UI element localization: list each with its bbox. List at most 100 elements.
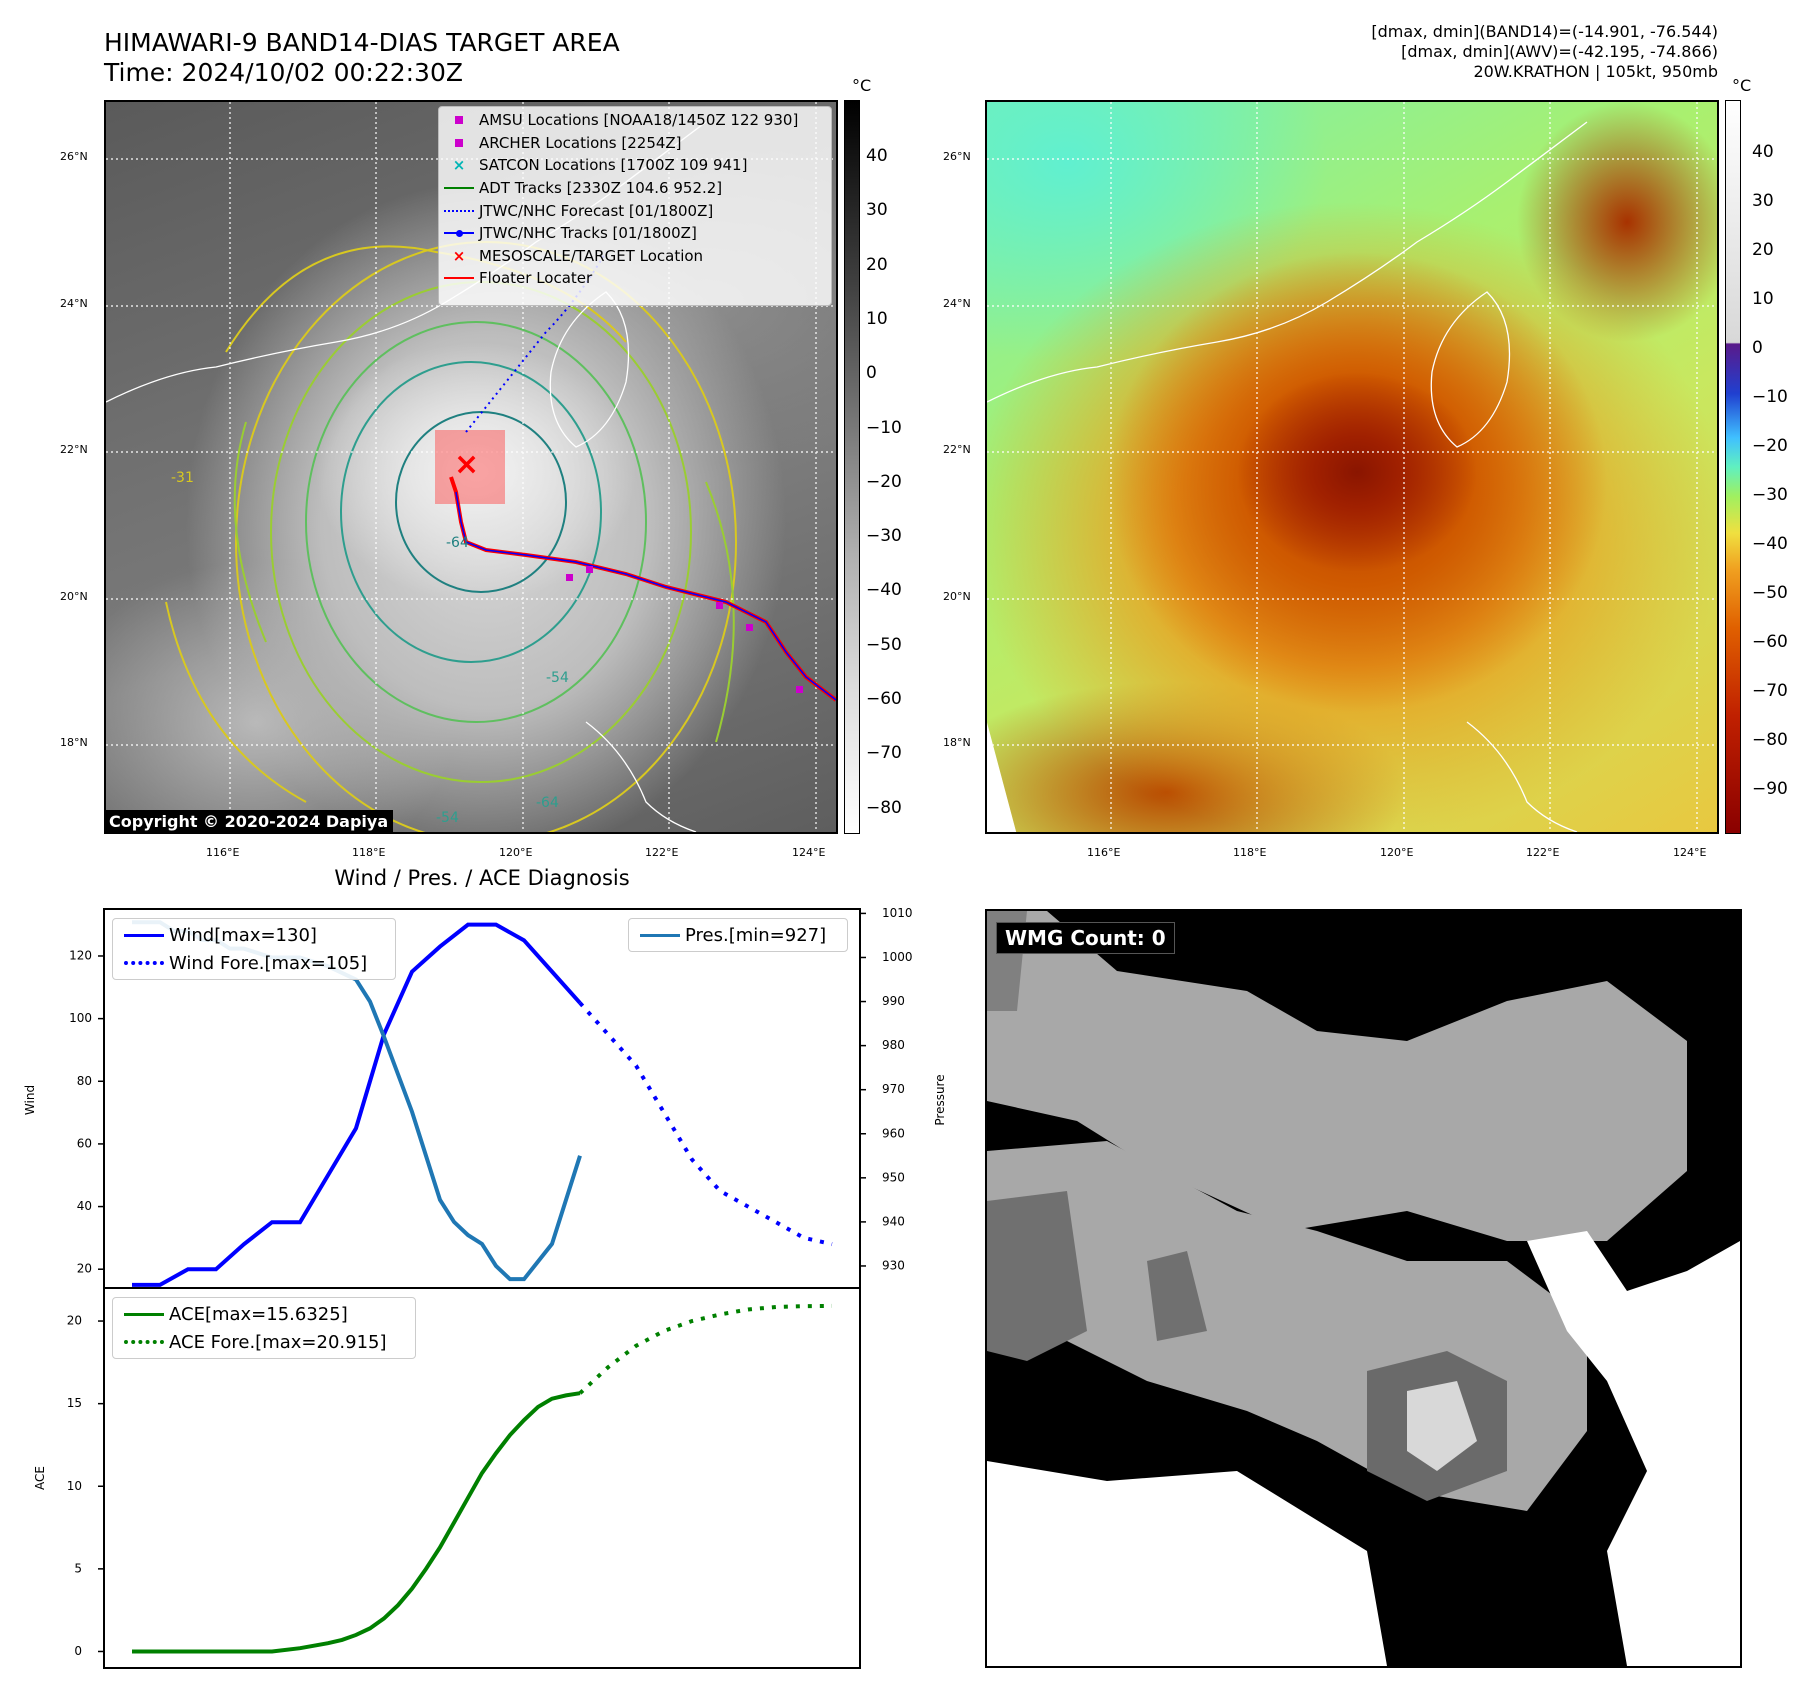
wind-tick-label: 120 xyxy=(69,948,92,962)
awv-colorbar-tick: −80 xyxy=(1752,730,1788,750)
ir-colorbar-tick: 30 xyxy=(866,200,888,221)
lon-tick-label: 122°E xyxy=(645,846,679,859)
ace-axis-label: ACE xyxy=(33,1466,47,1490)
title-line-2: Time: 2024/10/02 00:22:30Z xyxy=(104,58,463,87)
awv-colorbar-tick: 30 xyxy=(1752,191,1774,211)
legend-marker-floater xyxy=(444,277,474,280)
wmg-field xyxy=(987,911,1740,1666)
legend-marker-archer xyxy=(455,138,463,147)
awv-map-panel xyxy=(985,100,1719,834)
ir-colorbar-tick: −80 xyxy=(866,797,902,818)
pressure-tick-label: 940 xyxy=(882,1214,905,1228)
wind-tick-label: 40 xyxy=(77,1199,92,1213)
legend-marker-adt xyxy=(444,187,474,190)
lat-tick-label: 26°N xyxy=(60,150,88,163)
legend-item-pres: Pres.[min=927] xyxy=(635,921,841,949)
legend-item-satcon: × SATCON Locations [1700Z 109 941] xyxy=(439,154,831,177)
wind-tick-label: 80 xyxy=(77,1074,92,1088)
target-box xyxy=(435,430,505,504)
pressure-tick-label: 980 xyxy=(882,1038,905,1052)
ir-colorbar-tick: 20 xyxy=(866,254,888,275)
awv-colorbar-tick: −40 xyxy=(1752,534,1788,554)
legend-item-adt: ADT Tracks [2330Z 104.6 952.2] xyxy=(439,177,831,200)
awv-colorbar-tick: −20 xyxy=(1752,436,1788,456)
legend-item-floater: Floater Locater xyxy=(439,267,831,290)
wmg-panel xyxy=(985,909,1742,1668)
lon-tick-label: 116°E xyxy=(1087,846,1121,859)
copyright-badge: Copyright © 2020-2024 Dapiya xyxy=(104,810,394,833)
legend-marker-ace xyxy=(124,1312,164,1316)
info-line-2: [dmax, dmin](AWV)=(-42.195, -74.866) xyxy=(1401,42,1718,61)
awv-coastline xyxy=(987,121,1588,832)
ace-tick-label: 5 xyxy=(74,1561,82,1575)
ir-colorbar-tick: −60 xyxy=(866,689,902,709)
lat-tick-label: 20°N xyxy=(943,590,971,603)
lat-tick-label: 20°N xyxy=(60,590,88,603)
ir-colorbar-tick: −10 xyxy=(866,417,902,438)
svg-text:-64: -64 xyxy=(536,795,559,811)
svg-text:-54: -54 xyxy=(436,810,459,826)
awv-colorbar-tick: −70 xyxy=(1752,681,1788,701)
svg-text:-31: -31 xyxy=(171,470,194,486)
wind-tick-label: 60 xyxy=(77,1136,92,1150)
awv-colorbar-tick: 40 xyxy=(1752,142,1774,162)
legend-marker-wind-fore xyxy=(124,961,164,965)
lat-tick-label: 26°N xyxy=(943,150,971,163)
ir-map-panel: × -64 -54 -31 -64 -54 AMSU Locations [NO… xyxy=(104,100,838,834)
legend-marker-wind xyxy=(124,933,164,937)
contour-labels: -64 -54 -31 -64 -54 xyxy=(171,470,569,826)
pressure-tick-label: 960 xyxy=(882,1126,905,1140)
awv-colorbar-unit: °C xyxy=(1732,76,1752,95)
storm-info: [dmax, dmin](BAND14)=(-14.901, -76.544) … xyxy=(1371,22,1718,82)
wmg-count-badge: WMG Count: 0 xyxy=(996,922,1175,954)
awv-field xyxy=(987,102,1717,832)
legend-marker-forecast xyxy=(444,209,474,212)
lon-tick-label: 120°E xyxy=(1380,846,1414,859)
awv-colorbar xyxy=(1725,100,1741,834)
info-line-1: [dmax, dmin](BAND14)=(-14.901, -76.544) xyxy=(1371,22,1718,41)
ir-colorbar-tick: 0 xyxy=(866,363,877,384)
lon-tick-label: 120°E xyxy=(499,846,533,859)
ace-tick-label: 0 xyxy=(74,1644,82,1658)
ace-forecast-series-line xyxy=(578,1303,833,1395)
ir-colorbar-tick: −40 xyxy=(866,580,902,601)
pressure-tick-label: 970 xyxy=(882,1082,905,1096)
lat-tick-label: 18°N xyxy=(60,736,88,749)
lat-tick-label: 22°N xyxy=(943,443,971,456)
pressure-tick-label: 950 xyxy=(882,1170,905,1184)
legend-item-target: × MESOSCALE/TARGET Location xyxy=(439,245,831,268)
ace-tick-label: 15 xyxy=(67,1396,82,1410)
ir-colorbar-unit: °C xyxy=(852,76,872,95)
awv-grid xyxy=(987,102,1717,832)
title-line-1: HIMAWARI-9 BAND14-DIAS TARGET AREA xyxy=(104,28,620,57)
ace-legend: ACE[max=15.6325] ACE Fore.[max=20.915] xyxy=(112,1297,416,1359)
info-line-3: 20W.KRATHON | 105kt, 950mb xyxy=(1473,62,1718,81)
legend-item-amsu: AMSU Locations [NOAA18/1450Z 122 930] xyxy=(439,109,831,132)
lat-tick-label: 18°N xyxy=(943,736,971,749)
amsu-markers xyxy=(566,566,803,693)
pressure-legend: Pres.[min=927] xyxy=(628,918,848,952)
lon-tick-label: 118°E xyxy=(1233,846,1267,859)
awv-colorbar-tick: −30 xyxy=(1752,485,1788,505)
svg-text:-54: -54 xyxy=(546,670,569,686)
lon-tick-label: 124°E xyxy=(1673,846,1707,859)
ace-series-line xyxy=(132,1391,581,1654)
lat-tick-label: 22°N xyxy=(60,443,88,456)
lon-tick-label: 116°E xyxy=(206,846,240,859)
jtwc-track xyxy=(455,491,836,701)
wind-tick-label: 100 xyxy=(69,1011,92,1025)
legend-item-ace: ACE[max=15.6325] xyxy=(119,1300,409,1328)
pressure-tick-label: 1010 xyxy=(882,906,913,920)
legend-marker-target: × xyxy=(452,246,466,265)
awv-colorbar-tick: 10 xyxy=(1752,289,1774,309)
ir-colorbar-tick: −70 xyxy=(866,743,902,764)
awv-colorbar-tick: −50 xyxy=(1752,583,1788,603)
ir-colorbar-tick: 40 xyxy=(866,146,888,166)
legend-item-wind: Wind[max=130] xyxy=(119,921,389,949)
pressure-tick-label: 1000 xyxy=(882,950,913,964)
wind-axis-label: Wind xyxy=(23,1085,37,1115)
legend-item-wind-fore: Wind Fore.[max=105] xyxy=(119,949,389,977)
pressure-axis-label: Pressure xyxy=(933,1074,947,1125)
legend-marker-ace-fore xyxy=(124,1340,164,1344)
lat-tick-label: 24°N xyxy=(943,297,971,310)
